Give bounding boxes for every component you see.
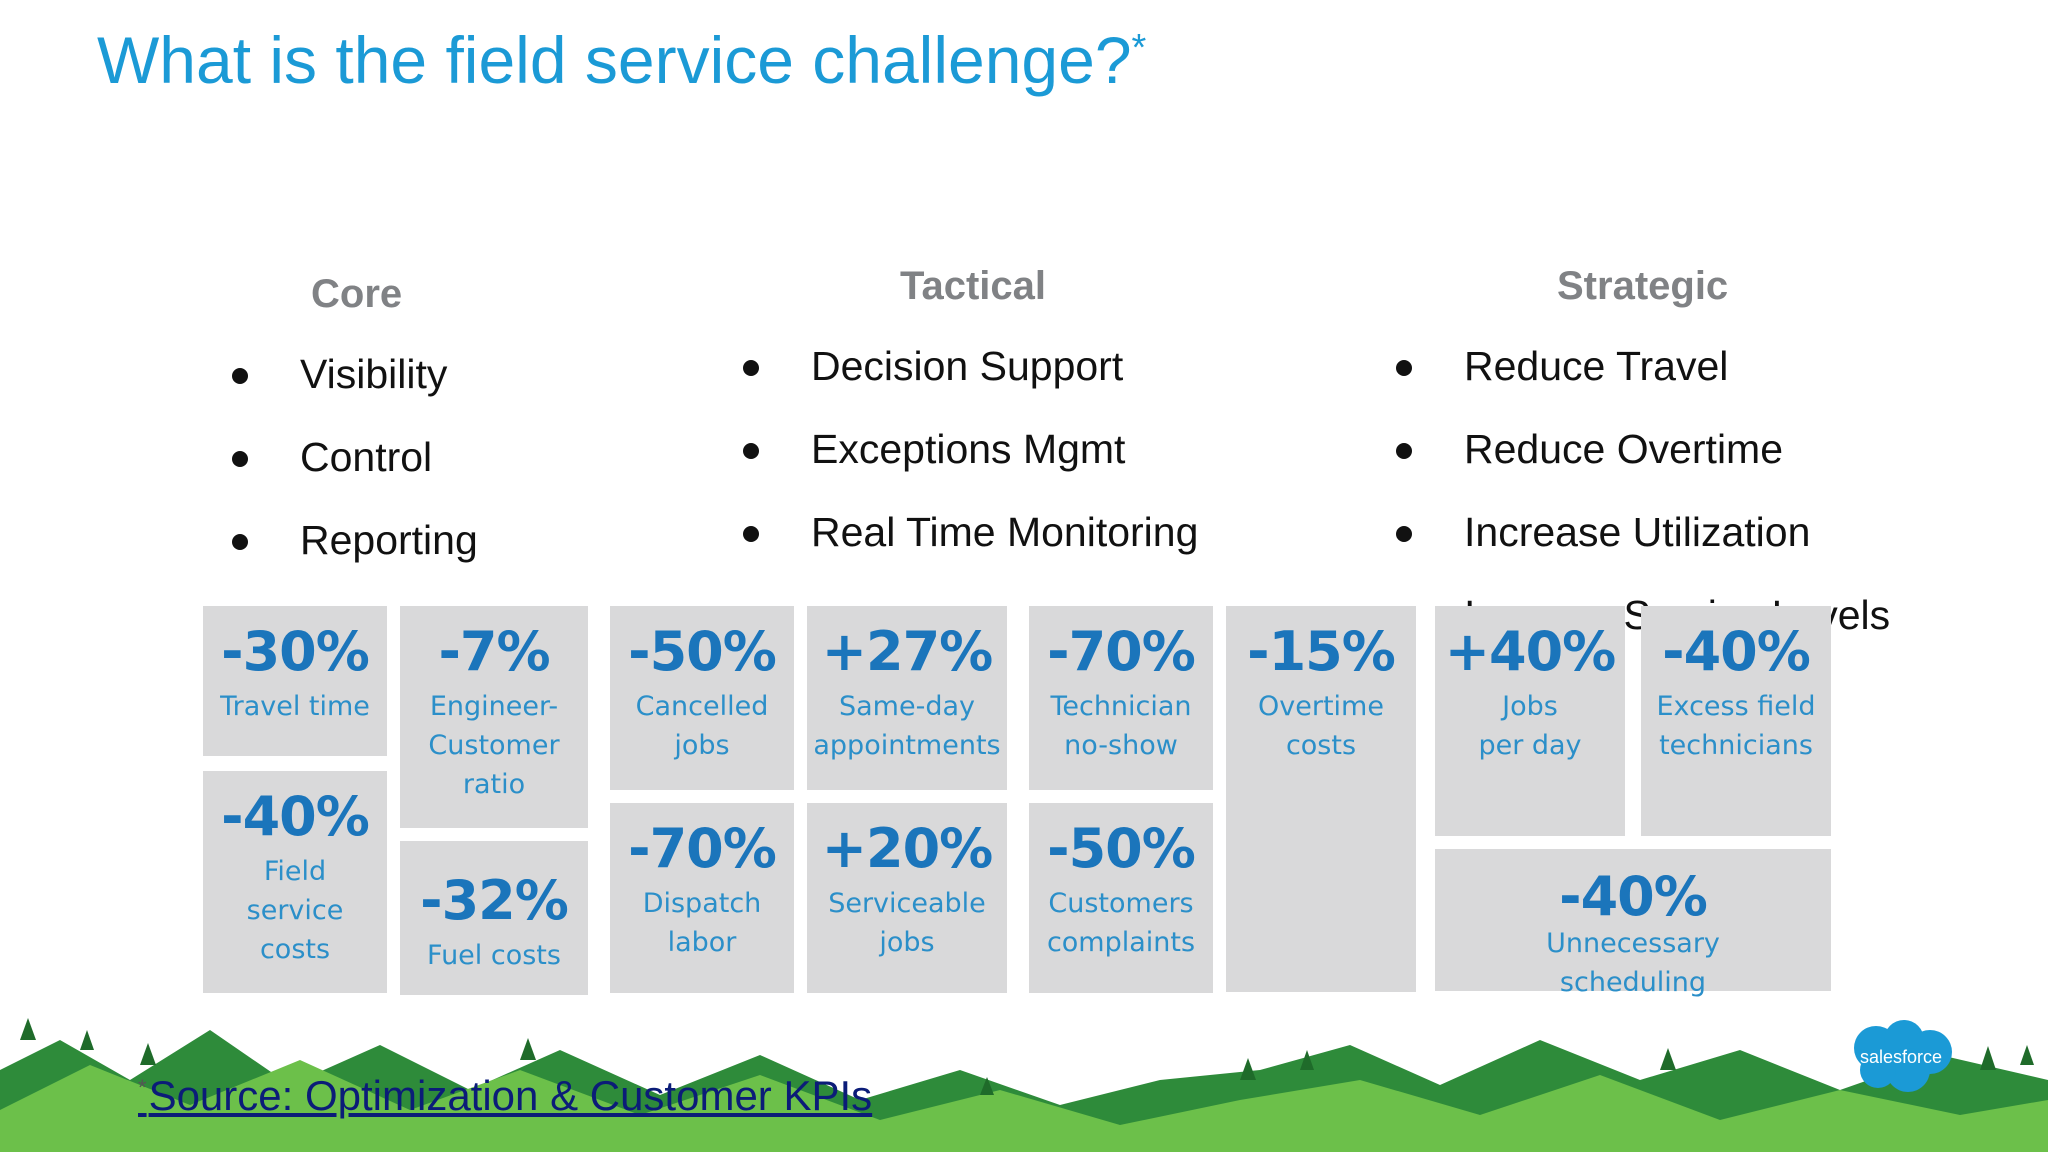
kpi-label: Field service costs [246,856,344,966]
kpi-label: Technician no-show [1050,691,1192,762]
kpi-value: +27% [821,620,993,683]
kpi-tile-technician-no-show: -70% Technician no-show [1029,606,1213,790]
column-heading-core: Core [311,272,403,316]
kpi-tile-travel-time: -30% Travel time [203,606,387,756]
salesforce-logo-icon: salesforce [1854,1020,1952,1092]
kpi-label: Jobs per day [1478,691,1582,762]
core-list: Visibility Control Reporting [228,333,478,582]
kpi-value: -70% [628,817,777,880]
kpi-label: Serviceable jobs [828,888,986,959]
kpi-label: Cancelled jobs [635,691,769,762]
kpi-value: -40% [221,785,370,848]
kpi-value: -40% [1559,865,1708,928]
kpi-label: Excess field technicians [1656,691,1816,762]
page-title: What is the field service challenge?* [97,23,1147,97]
list-item: Reduce Travel [1392,325,1890,408]
kpi-value: +40% [1444,620,1616,683]
list-item: Real Time Monitoring [739,491,1198,574]
list-item: Reduce Overtime [1392,408,1890,491]
kpi-label: Travel time [220,691,370,723]
kpi-label: Engineer- Customer ratio [428,691,560,801]
kpi-tile-overtime-costs: -15% Overtime costs [1226,606,1416,992]
list-item: Decision Support [739,325,1198,408]
kpi-label: Overtime costs [1258,691,1384,762]
kpi-value: -15% [1247,620,1396,683]
kpi-label: Dispatch labor [642,888,762,959]
kpi-value: -32% [420,869,569,932]
kpi-label: Unnecessary scheduling [1546,928,1720,999]
kpi-label: Customers complaints [1046,888,1196,959]
kpi-tile-engineer-customer-ratio: -7% Engineer- Customer ratio [400,606,588,828]
kpi-value: -30% [221,620,370,683]
logo-text: salesforce [1860,1047,1942,1067]
kpi-tile-fuel-costs: -32% Fuel costs [400,841,588,995]
column-heading-tactical: Tactical [900,264,1046,308]
list-item: Exceptions Mgmt [739,408,1198,491]
tactical-list: Decision Support Exceptions Mgmt Real Ti… [739,325,1198,574]
kpi-tile-field-service-costs: -40% Field service costs [203,771,387,993]
kpi-tile-dispatch-labor: -70% Dispatch labor [610,803,794,993]
kpi-tile-same-day-appointments: +27% Same-day appointments [807,606,1007,790]
column-heading-strategic: Strategic [1557,264,1729,308]
source-asterisk: * [138,1075,147,1100]
kpi-tile-unnecessary-scheduling: -40% Unnecessary scheduling [1435,849,1831,998]
list-item: Increase Utilization [1392,491,1890,574]
kpi-tile-customer-complaints: -50% Customers complaints [1029,803,1213,993]
kpi-tile-serviceable-jobs: +20% Serviceable jobs [807,803,1007,993]
kpi-value: -50% [628,620,777,683]
kpi-label: Same-day appointments [813,691,1001,762]
kpi-value: +20% [821,817,993,880]
kpi-value: -40% [1662,620,1811,683]
hills-decoration [0,1018,2048,1152]
list-item: Visibility [228,333,478,416]
kpi-tile-cancelled-jobs: -50% Cancelled jobs [610,606,794,790]
kpi-tile-excess-field-technicians: -40% Excess field technicians [1641,606,1831,836]
kpi-value: -70% [1047,620,1196,683]
list-item: Reporting [228,499,478,582]
kpi-tile-jobs-per-day: +40% Jobs per day [1435,606,1625,836]
source-link[interactable]: *Source: Optimization & Customer KPIs [138,1072,873,1119]
kpi-value: -7% [438,620,550,683]
kpi-label: Fuel costs [427,940,561,972]
kpi-value: -50% [1047,817,1196,880]
list-item: Control [228,416,478,499]
title-asterisk: * [1131,27,1147,69]
